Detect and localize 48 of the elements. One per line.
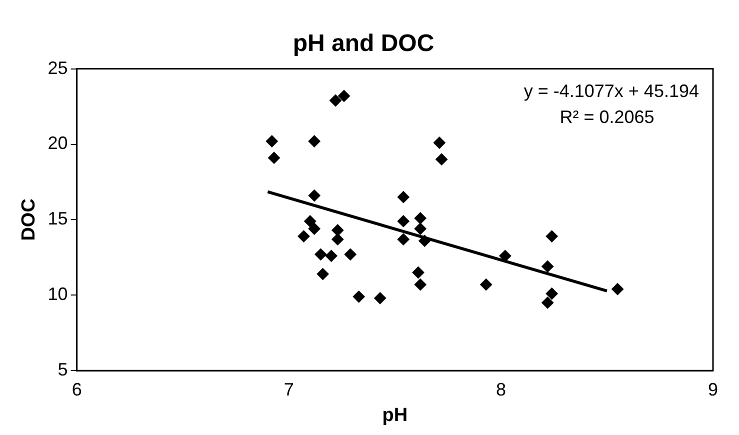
point: [268, 152, 280, 164]
point: [414, 278, 426, 291]
point: [546, 288, 558, 300]
point: [314, 248, 327, 260]
point: [298, 230, 310, 242]
point: [338, 90, 350, 102]
point: [308, 135, 320, 148]
point: [418, 234, 431, 247]
annotation: R² = 0.2065: [560, 106, 654, 127]
point: [414, 222, 426, 235]
point: [304, 215, 316, 228]
point: [332, 233, 344, 246]
x-tick-label: 9: [708, 379, 718, 400]
point: [433, 136, 446, 149]
point: [352, 290, 365, 303]
y-tick-label: 10: [48, 284, 68, 304]
x-axis-title: pH: [382, 404, 408, 426]
point: [546, 230, 558, 242]
point: [480, 278, 492, 291]
point: [308, 222, 320, 235]
annotation: y = -4.1077x + 45.194: [524, 80, 699, 101]
point: [316, 268, 329, 280]
y-tick-label: 25: [48, 58, 68, 78]
y-tick-label: 5: [58, 360, 68, 380]
x-tick-label: 6: [72, 379, 82, 400]
y-tick-label: 15: [48, 208, 68, 229]
point: [330, 94, 342, 106]
point: [397, 191, 410, 204]
point: [325, 250, 338, 262]
point: [414, 212, 426, 224]
point: [612, 283, 624, 296]
point: [412, 266, 424, 279]
point: [397, 215, 410, 228]
point: [344, 248, 356, 260]
chart-title: pH and DOC: [292, 30, 434, 58]
point: [542, 296, 554, 309]
point: [308, 190, 320, 202]
y-tick-label: 20: [48, 133, 68, 154]
point: [397, 233, 410, 246]
x-tick-label: 8: [496, 379, 506, 400]
point: [374, 292, 386, 304]
point: [499, 250, 512, 262]
point: [332, 224, 344, 236]
point: [542, 260, 554, 272]
point: [436, 153, 448, 166]
y-axis-title: DOC: [18, 198, 40, 241]
point: [266, 135, 278, 148]
x-tick-label: 7: [284, 379, 294, 400]
